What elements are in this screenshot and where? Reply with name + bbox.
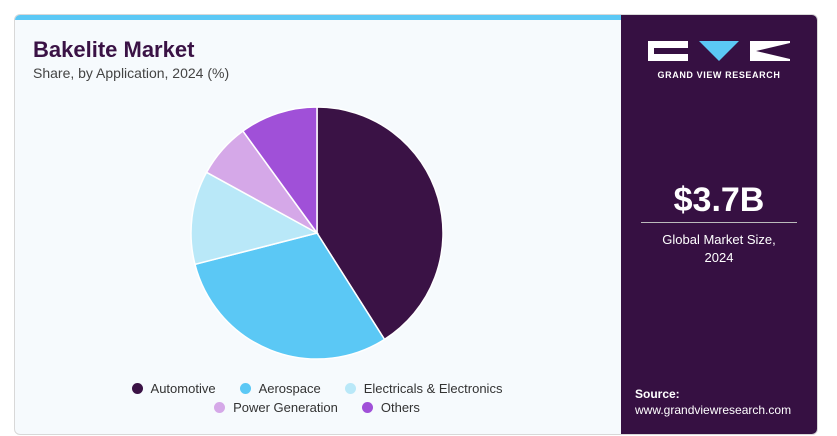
legend-item: Others bbox=[361, 400, 420, 415]
legend-item: Aerospace bbox=[239, 381, 321, 396]
legend-swatch bbox=[344, 383, 356, 394]
legend-swatch bbox=[239, 383, 251, 394]
top-bar bbox=[15, 15, 621, 20]
pie-slice bbox=[241, 106, 318, 236]
brand-name: GRAND VIEW RESEARCH bbox=[657, 70, 781, 80]
legend: Automotive Aerospace Electricals & Electro… bbox=[107, 381, 527, 415]
pie-chart bbox=[190, 106, 444, 360]
legend-label: Electricals & Electronics bbox=[363, 381, 503, 396]
legend-swatch bbox=[361, 402, 373, 413]
chart-subtitle: Share, by Application, 2024 (%) bbox=[33, 65, 230, 81]
market-size-value: $3.7B bbox=[673, 181, 765, 219]
legend-label: Others bbox=[380, 400, 420, 415]
chart-title: Bakelite Market bbox=[33, 37, 195, 62]
legend-item: Power Generation bbox=[214, 400, 338, 415]
divider bbox=[641, 222, 797, 223]
logo bbox=[648, 41, 790, 61]
legend-label: Automotive bbox=[150, 381, 216, 396]
legend-swatch bbox=[214, 402, 226, 413]
legend-swatch bbox=[131, 383, 143, 394]
source-url: www.grandviewresearch.com bbox=[635, 403, 792, 417]
legend-item: Automotive bbox=[131, 381, 216, 396]
pie-slice bbox=[190, 171, 320, 266]
legend-label: Aerospace bbox=[258, 381, 321, 396]
pie-slice bbox=[194, 232, 386, 360]
side-panel: GRAND VIEW RESEARCH $3.7B Global Market … bbox=[621, 15, 817, 434]
legend-label: Power Generation bbox=[233, 400, 338, 415]
market-size-label: Global Market Size, 2024 bbox=[662, 232, 776, 265]
card: Bakelite Market Share, by Application, 2… bbox=[14, 14, 818, 435]
legend-item: Electricals & Electronics bbox=[344, 381, 503, 396]
source-label: Source: bbox=[635, 387, 680, 401]
